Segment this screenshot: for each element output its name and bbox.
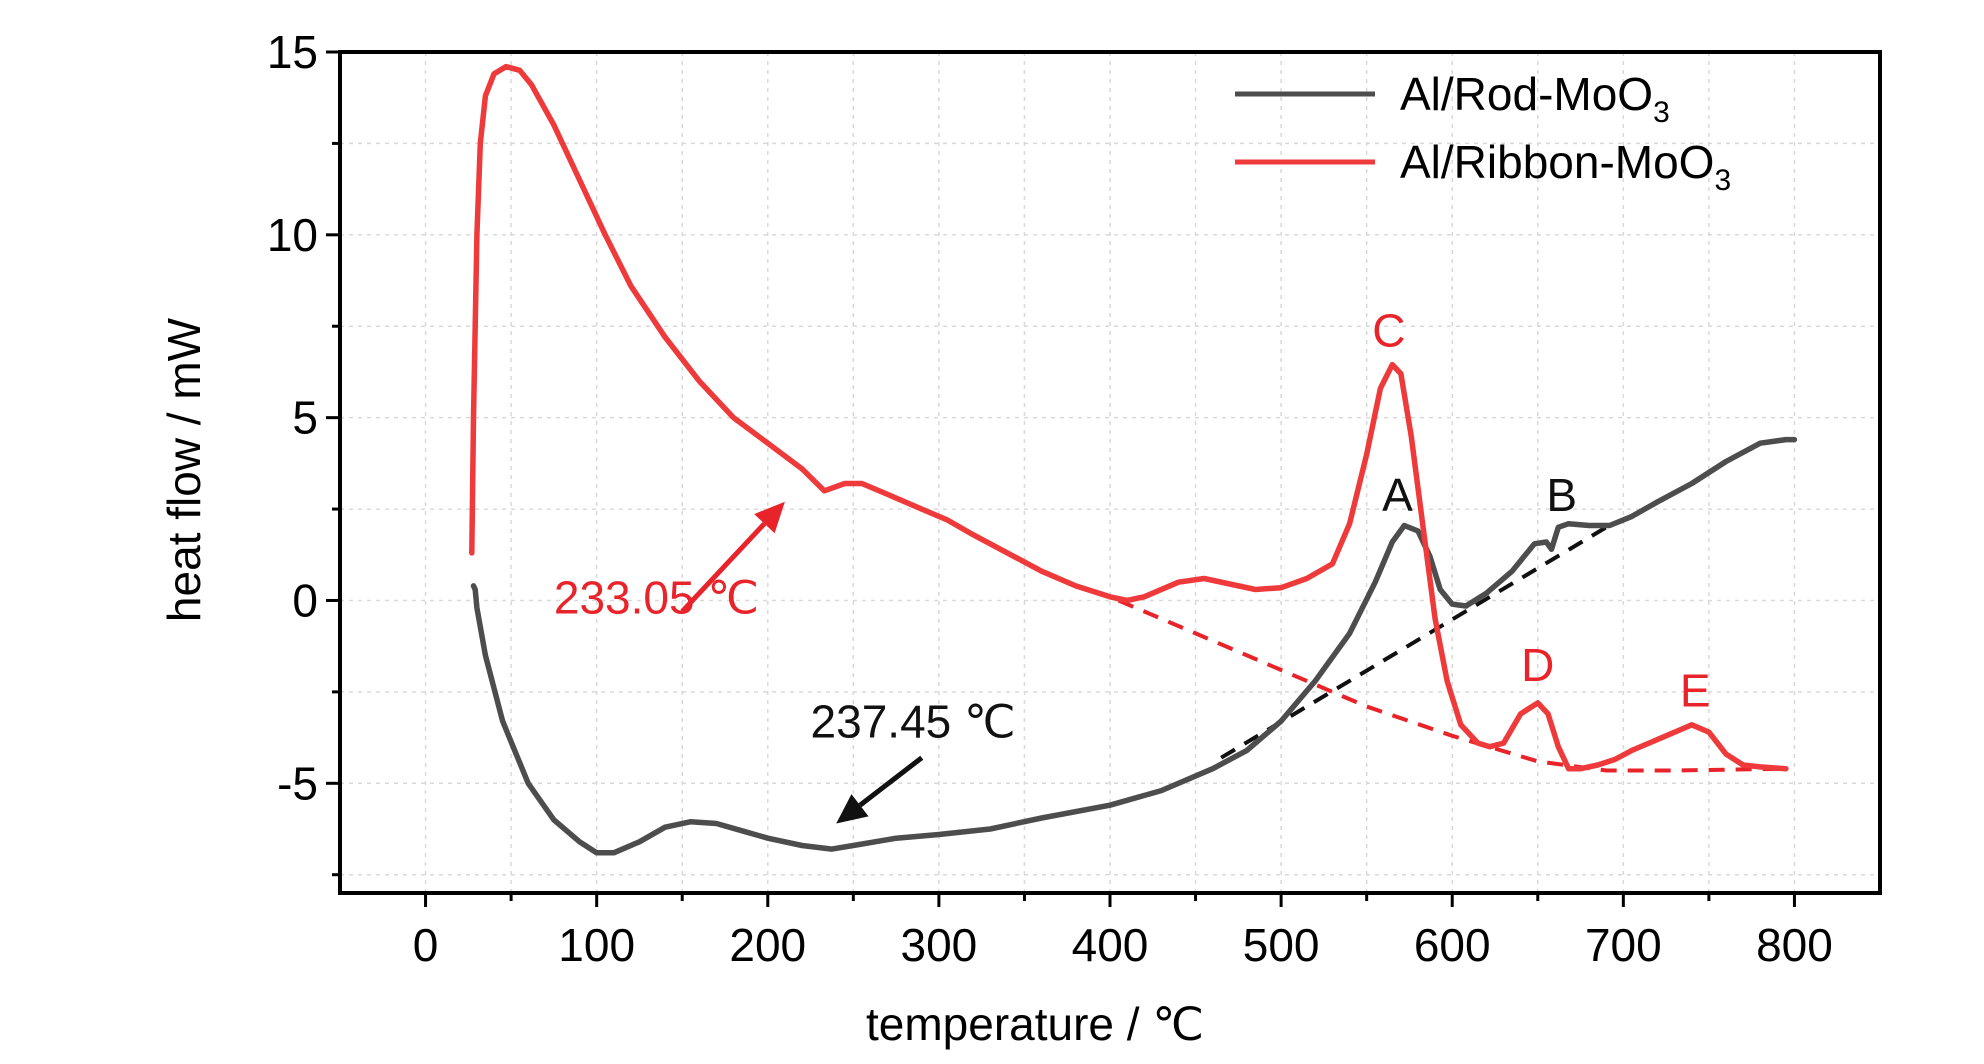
annotation-label: A bbox=[1382, 469, 1413, 521]
baselines bbox=[1117, 525, 1786, 773]
annotation-arrow-head bbox=[836, 794, 869, 824]
x-tick-label: 800 bbox=[1756, 919, 1833, 971]
x-tick-label: 500 bbox=[1243, 919, 1320, 971]
x-tick-label: 700 bbox=[1585, 919, 1662, 971]
y-tick-label: -5 bbox=[277, 757, 318, 809]
annotation-arrow-shaft bbox=[680, 521, 767, 614]
y-tick-label: 15 bbox=[267, 26, 318, 78]
y-tick-label: 0 bbox=[292, 574, 318, 626]
x-tick-label: 0 bbox=[413, 919, 439, 971]
baseline-dashed bbox=[1220, 525, 1608, 760]
annotation-label: 233.05 ℃ bbox=[554, 571, 759, 623]
annotation-label: 237.45 ℃ bbox=[811, 696, 1016, 748]
x-tick-label: 100 bbox=[558, 919, 635, 971]
baseline-dashed bbox=[1117, 598, 1786, 773]
annotation-label: C bbox=[1372, 304, 1405, 356]
series-lines bbox=[469, 63, 1798, 856]
annotation-label: B bbox=[1546, 469, 1577, 521]
annotation-label: D bbox=[1521, 639, 1554, 691]
y-tick-label: 10 bbox=[267, 209, 318, 261]
annotation-arrow-head bbox=[754, 501, 785, 534]
annotation-label: E bbox=[1680, 665, 1711, 717]
axis-ticks: 0 100 200 300 400 500 600 700 800 -5 0 5 10 15 bbox=[267, 26, 1833, 971]
y-tick-label: 5 bbox=[292, 392, 318, 444]
legend-label-ribbon: Al/Ribbon-MoO3 bbox=[1400, 136, 1731, 197]
legend: Al/Rod-MoO3 Al/Ribbon-MoO3 bbox=[1235, 68, 1731, 197]
series-line-rod bbox=[470, 436, 1798, 856]
x-tick-label: 400 bbox=[1072, 919, 1149, 971]
x-tick-label: 600 bbox=[1414, 919, 1491, 971]
x-tick-label: 200 bbox=[729, 919, 806, 971]
x-tick-label: 300 bbox=[901, 919, 978, 971]
annotations: 233.05 ℃ 237.45 ℃ A B C D E bbox=[554, 304, 1711, 824]
y-axis-title: heat flow / mW bbox=[158, 317, 210, 622]
annotation-arrow-shaft bbox=[858, 755, 924, 808]
series-line-ribbon bbox=[469, 63, 1789, 772]
x-axis-title: temperature / ℃ bbox=[866, 998, 1204, 1050]
legend-label-rod: Al/Rod-MoO3 bbox=[1400, 68, 1670, 129]
